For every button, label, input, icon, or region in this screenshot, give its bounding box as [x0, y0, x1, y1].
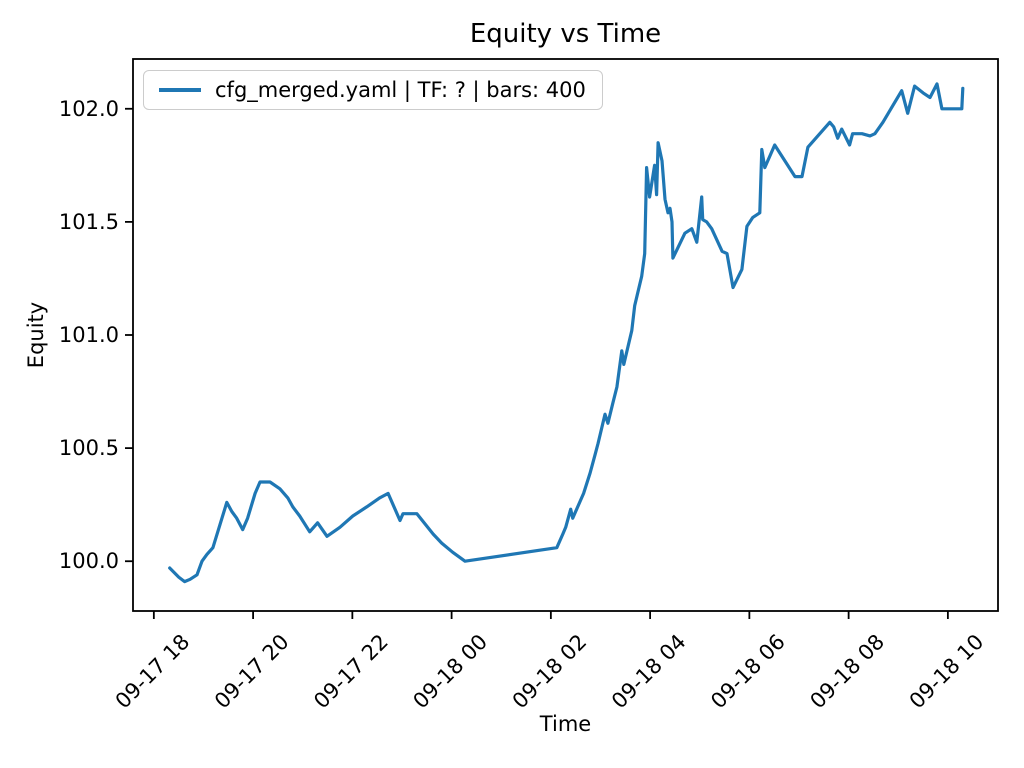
legend-line-sample — [159, 88, 201, 92]
x-tick-label: 09-18 04 — [607, 630, 691, 714]
chart-title: Equity vs Time — [469, 19, 662, 49]
legend: cfg_merged.yaml | TF: ? | bars: 400 — [143, 70, 603, 110]
legend-label: cfg_merged.yaml | TF: ? | bars: 400 — [215, 78, 586, 102]
x-tick-label: 09-17 18 — [111, 630, 195, 714]
x-tick-label: 09-18 08 — [805, 630, 889, 714]
x-tick-label: 09-18 02 — [508, 630, 592, 714]
y-tick-label: 100.0 — [59, 549, 119, 573]
x-tick-label: 09-18 00 — [408, 630, 492, 714]
x-tick-label: 09-18 10 — [905, 630, 989, 714]
x-tick-label: 09-17 20 — [210, 630, 294, 714]
x-tick-label: 09-18 06 — [706, 630, 790, 714]
y-tick-label: 101.5 — [59, 210, 119, 234]
x-tick-label: 09-17 22 — [309, 630, 393, 714]
x-axis-label: Time — [539, 712, 592, 736]
y-tick-label: 102.0 — [59, 97, 119, 121]
y-tick-label: 100.5 — [59, 436, 119, 460]
equity-line — [168, 82, 965, 584]
y-tick-label: 101.0 — [59, 323, 119, 347]
